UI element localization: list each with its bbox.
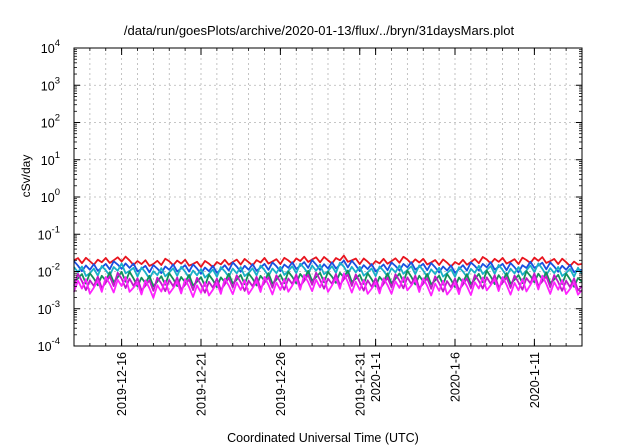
x-tick-label: 2019-12-31: [353, 352, 367, 416]
y-tick-label: 10-4: [38, 336, 60, 354]
tick-labels: 10-410-310-210-11001011021031042019-12-1…: [38, 38, 542, 416]
y-tick-exponent: 3: [55, 75, 60, 86]
y-tick-label: 10-1: [38, 224, 60, 242]
y-tick-label: 10-3: [38, 299, 60, 317]
y-tick-exponent: 4: [55, 38, 60, 49]
y-tick-label: 104: [41, 38, 60, 56]
grid: [74, 48, 582, 346]
series-line: [73, 271, 583, 294]
x-tick-label: 2019-12-16: [115, 352, 129, 416]
y-tick-exponent: 2: [55, 113, 60, 124]
y-tick-label: 102: [41, 113, 60, 131]
y-tick-label: 100: [41, 187, 60, 205]
axis-ticks: [74, 47, 582, 347]
y-tick-label: 103: [41, 75, 60, 93]
y-tick-exponent: -3: [52, 299, 60, 310]
x-tick-label: 2020-1-1: [369, 352, 383, 402]
x-axis-label: Coordinated Universal Time (UTC): [227, 431, 419, 445]
y-tick-label: 10-2: [38, 262, 60, 280]
x-tick-label: 2020-1-6: [449, 352, 463, 402]
series-line: [73, 254, 583, 269]
x-tick-label: 2019-12-21: [195, 352, 209, 416]
x-tick-label: 2019-12-26: [274, 352, 288, 416]
x-tick-label: 2020-1-11: [528, 352, 542, 408]
chart-title: /data/run/goesPlots/archive/2020-01-13/f…: [124, 23, 515, 38]
y-tick-exponent: -2: [52, 262, 60, 273]
y-tick-label: 101: [41, 150, 60, 168]
series-line: [73, 272, 583, 299]
y-tick-exponent: 1: [55, 150, 60, 161]
y-axis-label: cSv/day: [19, 155, 33, 198]
y-tick-exponent: -4: [52, 336, 60, 347]
y-tick-exponent: -1: [52, 224, 60, 235]
series-group: [73, 254, 583, 299]
y-tick-exponent: 0: [55, 187, 60, 198]
